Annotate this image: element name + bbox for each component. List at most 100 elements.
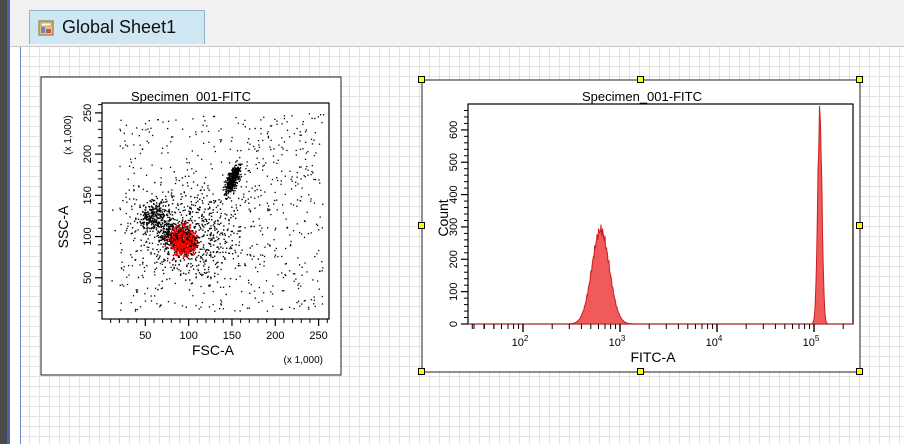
event-dot — [230, 217, 232, 219]
resize-handle[interactable] — [637, 76, 644, 83]
event-dot — [203, 142, 205, 145]
event-dot — [197, 200, 199, 202]
event-dot — [241, 249, 243, 251]
event-dot — [191, 258, 193, 260]
event-dot — [210, 277, 212, 280]
event-dot — [120, 223, 122, 226]
event-dot — [233, 232, 235, 234]
event-dot — [228, 162, 231, 164]
event-dot — [321, 121, 323, 124]
event-dot — [162, 238, 164, 241]
event-dot — [199, 248, 201, 250]
event-dot — [246, 161, 248, 163]
dot-plot[interactable]: Specimen_001-FITC 50 100 150 200 250 5010015… — [40, 76, 342, 376]
resize-handle[interactable] — [856, 368, 863, 375]
event-dot — [121, 249, 123, 251]
event-dot — [175, 229, 178, 232]
event-dot — [135, 250, 137, 253]
event-dot — [156, 213, 159, 215]
event-dot — [179, 250, 182, 253]
event-dot — [142, 210, 144, 213]
event-dot — [250, 255, 252, 257]
event-dot — [209, 243, 211, 245]
event-dot — [177, 238, 179, 241]
event-dot — [247, 170, 249, 172]
event-dot — [319, 270, 321, 273]
event-dot — [207, 249, 209, 251]
event-dot — [181, 222, 184, 225]
event-dot — [191, 240, 193, 243]
event-dot — [189, 136, 191, 138]
event-dot — [177, 204, 179, 207]
event-dot — [171, 242, 173, 245]
event-dot — [142, 233, 145, 236]
event-dot — [233, 181, 236, 183]
event-dot — [183, 206, 185, 208]
event-dot — [172, 218, 175, 220]
event-dot — [234, 213, 236, 215]
event-dot — [182, 216, 184, 219]
event-dot — [311, 117, 313, 120]
event-dot — [201, 215, 203, 217]
event-dot — [281, 290, 284, 292]
event-dot — [167, 225, 170, 228]
event-dot — [297, 183, 299, 185]
event-dot — [182, 241, 184, 243]
event-dot — [249, 292, 251, 295]
event-dot — [262, 254, 264, 256]
event-dot — [145, 233, 147, 236]
event-dot — [164, 245, 166, 247]
event-dot — [169, 238, 172, 241]
event-dot — [278, 144, 280, 146]
resize-handle[interactable] — [637, 368, 644, 375]
event-dot — [231, 179, 234, 182]
event-dot — [215, 206, 218, 209]
event-dot — [202, 124, 204, 126]
event-dot — [212, 193, 214, 195]
event-dot — [266, 202, 268, 204]
resize-handle[interactable] — [418, 222, 425, 229]
event-dot — [301, 187, 303, 189]
event-dot — [224, 188, 226, 191]
event-dot — [188, 241, 191, 244]
event-dot — [159, 217, 162, 219]
event-dot — [313, 303, 315, 305]
event-dot — [148, 246, 150, 249]
event-dot — [229, 175, 231, 178]
event-dot — [274, 229, 276, 231]
event-dot — [149, 200, 151, 202]
event-dot — [206, 271, 208, 274]
event-dot — [249, 211, 252, 213]
event-dot — [177, 254, 180, 257]
event-dot — [143, 222, 145, 224]
event-dot — [306, 165, 308, 168]
event-dot — [153, 236, 156, 238]
event-dot — [137, 229, 139, 231]
event-dot — [303, 236, 306, 239]
event-dot — [281, 308, 283, 310]
resize-handle[interactable] — [418, 76, 425, 83]
event-dot — [135, 289, 137, 291]
event-dot — [239, 226, 242, 228]
event-dot — [171, 195, 173, 198]
event-dot — [212, 234, 215, 237]
histogram-plot[interactable]: Specimen_001-FITC 102 103 104 105 010020030… — [421, 79, 861, 373]
event-dot — [139, 264, 141, 266]
event-dot — [301, 274, 303, 276]
event-dot — [219, 243, 221, 245]
event-dot — [167, 301, 170, 303]
event-dot — [321, 261, 323, 263]
event-dot — [154, 287, 157, 289]
tab-global-sheet1[interactable]: Global Sheet1 — [29, 10, 205, 44]
event-dot — [201, 248, 203, 251]
resize-handle[interactable] — [856, 222, 863, 229]
resize-handle[interactable] — [418, 368, 425, 375]
event-dot — [225, 241, 228, 244]
event-dot — [190, 244, 192, 247]
event-dot — [231, 169, 233, 171]
resize-handle[interactable] — [856, 76, 863, 83]
event-dot — [223, 238, 225, 240]
event-dot — [171, 244, 173, 246]
event-dot — [194, 258, 197, 260]
event-dot — [198, 209, 200, 211]
